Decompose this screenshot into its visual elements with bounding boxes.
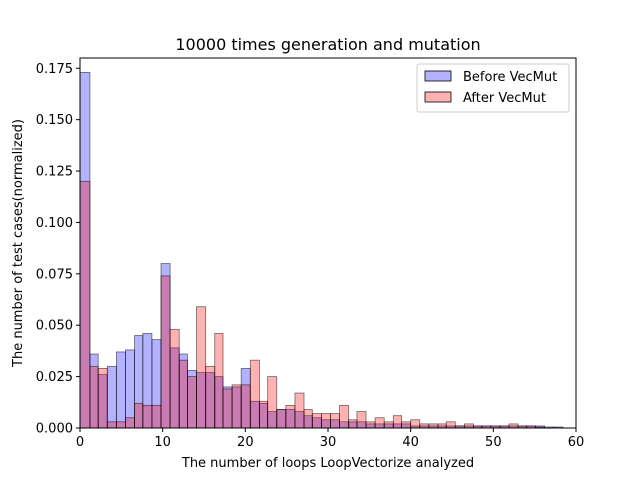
- bar-after-26: [311, 413, 322, 429]
- bar-after-2: [97, 367, 108, 429]
- x-tick-label: 30: [320, 435, 337, 450]
- bar-after-27: [320, 413, 331, 429]
- y-tick-label: 0.025: [36, 370, 73, 385]
- y-tick-label: 0.150: [36, 113, 73, 128]
- bar-after-41: [445, 421, 456, 429]
- bar-after-36: [401, 421, 412, 429]
- x-tick-label: 10: [154, 435, 171, 450]
- bar-after-32: [365, 421, 376, 429]
- bar-after-33: [374, 417, 385, 429]
- x-axis-label: The number of loops LoopVectorize analyz…: [181, 456, 474, 471]
- bars-group: [79, 71, 564, 429]
- bar-after-38: [419, 423, 430, 429]
- bar-after-0: [79, 180, 91, 429]
- bar-after-4: [115, 421, 126, 429]
- y-axis: 0.000 0.025 0.050 0.075 0.100 0.125 0.150 0.175: [36, 62, 80, 437]
- bar-after-21: [267, 376, 278, 429]
- y-tick-label: 0.000: [36, 422, 73, 437]
- x-tick-label: 40: [402, 435, 419, 450]
- bar-after-11: [178, 359, 188, 429]
- bar-after-9: [160, 275, 171, 429]
- bar-after-12: [187, 376, 197, 429]
- y-tick-label: 0.175: [36, 62, 73, 77]
- bar-after-39: [428, 423, 439, 429]
- bar-after-37: [410, 419, 421, 429]
- bar-after-17: [231, 384, 242, 429]
- bar-after-10: [169, 328, 180, 429]
- y-tick-label: 0.125: [36, 165, 73, 180]
- bar-after-34: [383, 421, 394, 429]
- bar-after-16: [222, 388, 233, 429]
- x-tick-label: 60: [568, 435, 585, 450]
- bar-after-24: [294, 392, 305, 429]
- bar-after-3: [106, 421, 117, 429]
- y-axis-label: The number of test cases(normalized): [11, 119, 26, 368]
- bar-before-3: [106, 365, 117, 429]
- bar-after-19: [249, 359, 260, 429]
- legend-swatch-after: [424, 91, 452, 103]
- bar-before-4: [115, 351, 126, 429]
- bar-after-31: [356, 411, 367, 429]
- x-tick-label: 0: [76, 435, 84, 450]
- bar-after-40: [437, 423, 447, 429]
- bar-after-14: [205, 365, 216, 429]
- x-tick-label: 20: [237, 435, 254, 450]
- x-axis: 0 10 20 30 40 50 60: [76, 428, 584, 450]
- bar-after-29: [339, 404, 350, 429]
- chart-title: 10000 times generation and mutation: [175, 35, 480, 54]
- bar-after-7: [142, 404, 153, 429]
- bar-after-8: [151, 404, 162, 429]
- bar-after-20: [258, 400, 269, 429]
- x-tick-label: 50: [485, 435, 502, 450]
- bar-after-25: [303, 409, 313, 429]
- y-tick-label: 0.100: [36, 216, 73, 231]
- legend-label-before: Before VecMut: [463, 70, 557, 85]
- bar-after-6: [134, 402, 144, 429]
- bar-after-22: [276, 409, 287, 429]
- bar-after-1: [89, 365, 99, 429]
- bar-after-48: [508, 423, 519, 429]
- bar-after-15: [214, 333, 224, 429]
- legend-box: [416, 63, 570, 113]
- y-tick-label: 0.075: [36, 267, 73, 282]
- legend: Before VecMut After VecMut: [416, 63, 570, 113]
- bar-after-30: [348, 419, 358, 429]
- bar-before-5: [125, 349, 135, 429]
- bar-after-28: [330, 413, 340, 429]
- bar-after-18: [240, 384, 251, 429]
- y-tick-label: 0.050: [36, 319, 73, 334]
- legend-label-after: After VecMut: [463, 91, 546, 106]
- bar-after-43: [463, 423, 474, 429]
- bar-after-13: [196, 306, 207, 429]
- bar-after-23: [285, 404, 296, 429]
- legend-swatch-before: [424, 70, 452, 82]
- bar-after-35: [392, 415, 402, 429]
- bar-after-5: [125, 417, 135, 429]
